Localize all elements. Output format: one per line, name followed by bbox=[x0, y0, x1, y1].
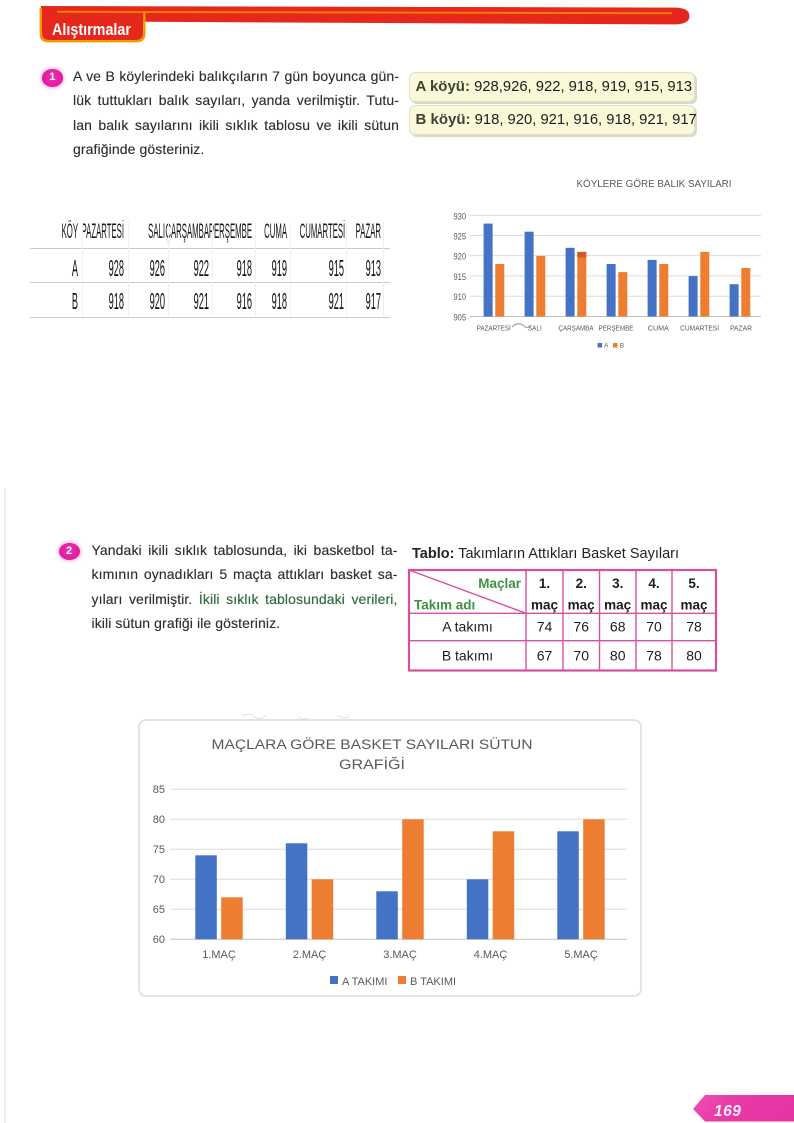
svg-text:4.: 4. bbox=[648, 576, 659, 591]
svg-text:Takım adı: Takım adı bbox=[414, 598, 475, 613]
svg-text:920: 920 bbox=[454, 252, 467, 262]
svg-text:GRAFİĞİ: GRAFİĞİ bbox=[339, 757, 405, 772]
svg-text:905: 905 bbox=[454, 312, 467, 322]
svg-text:ÇARŞAMBA: ÇARŞAMBA bbox=[559, 326, 594, 333]
svg-text:85: 85 bbox=[153, 784, 165, 796]
svg-text:70: 70 bbox=[153, 874, 165, 886]
svg-text:SALI: SALI bbox=[528, 326, 542, 333]
svg-text:A: A bbox=[604, 343, 609, 350]
svg-text:B: B bbox=[620, 343, 624, 350]
svg-text:910: 910 bbox=[454, 292, 467, 302]
svg-text:75: 75 bbox=[153, 844, 165, 856]
svg-text:68: 68 bbox=[610, 619, 626, 635]
svg-text:Alıştırmalar: Alıştırmalar bbox=[52, 20, 131, 39]
svg-text:B TAKIMI: B TAKIMI bbox=[410, 976, 456, 988]
svg-text:1.MAÇ: 1.MAÇ bbox=[202, 949, 236, 961]
svg-text:CUMARTESİ: CUMARTESİ bbox=[680, 324, 719, 333]
svg-text:4.MAÇ: 4.MAÇ bbox=[474, 949, 508, 961]
svg-text:60: 60 bbox=[153, 934, 165, 946]
svg-text:930: 930 bbox=[454, 211, 467, 221]
svg-text:maç: maç bbox=[680, 598, 708, 613]
svg-text:PERŞEMBE: PERŞEMBE bbox=[599, 326, 634, 333]
svg-text:70: 70 bbox=[646, 619, 662, 635]
svg-text:65: 65 bbox=[153, 904, 165, 916]
svg-text:maç: maç bbox=[531, 598, 559, 613]
svg-text:78: 78 bbox=[646, 648, 662, 664]
svg-text:2.MAÇ: 2.MAÇ bbox=[293, 949, 327, 961]
svg-text:5.: 5. bbox=[688, 576, 699, 591]
svg-text:A TAKIMI: A TAKIMI bbox=[342, 976, 387, 988]
svg-text:B takımı: B takımı bbox=[442, 648, 493, 664]
svg-text:80: 80 bbox=[686, 648, 702, 664]
svg-text:78: 78 bbox=[686, 619, 702, 635]
svg-text:A takımı: A takımı bbox=[442, 619, 493, 635]
svg-text:915: 915 bbox=[454, 272, 467, 282]
svg-text:76: 76 bbox=[573, 619, 589, 635]
svg-text:maç: maç bbox=[640, 598, 668, 613]
svg-text:925: 925 bbox=[454, 231, 467, 241]
svg-text:2.: 2. bbox=[576, 576, 587, 591]
svg-text:maç: maç bbox=[604, 598, 632, 613]
svg-text:80: 80 bbox=[610, 648, 626, 664]
svg-text:3.MAÇ: 3.MAÇ bbox=[383, 949, 417, 961]
svg-text:80: 80 bbox=[153, 814, 165, 826]
svg-text:KÖYLERE GÖRE BALIK SAYILARI: KÖYLERE GÖRE BALIK SAYILARI bbox=[577, 178, 732, 190]
svg-text:74: 74 bbox=[537, 619, 553, 635]
svg-text:CUMA: CUMA bbox=[648, 326, 669, 333]
svg-text:3.: 3. bbox=[612, 576, 623, 591]
svg-text:5.MAÇ: 5.MAÇ bbox=[564, 949, 598, 961]
svg-text:1.: 1. bbox=[539, 576, 550, 591]
svg-text:PAZARTESİ: PAZARTESİ bbox=[477, 324, 511, 333]
svg-text:67: 67 bbox=[537, 648, 553, 664]
svg-text:maç: maç bbox=[568, 598, 596, 613]
svg-text:MAÇLARA GÖRE BASKET SAYILARI S: MAÇLARA GÖRE BASKET SAYILARI SÜTUN bbox=[212, 737, 533, 752]
svg-text:Maçlar: Maçlar bbox=[478, 576, 522, 591]
svg-text:70: 70 bbox=[573, 648, 589, 664]
svg-text:PAZAR: PAZAR bbox=[730, 326, 752, 333]
